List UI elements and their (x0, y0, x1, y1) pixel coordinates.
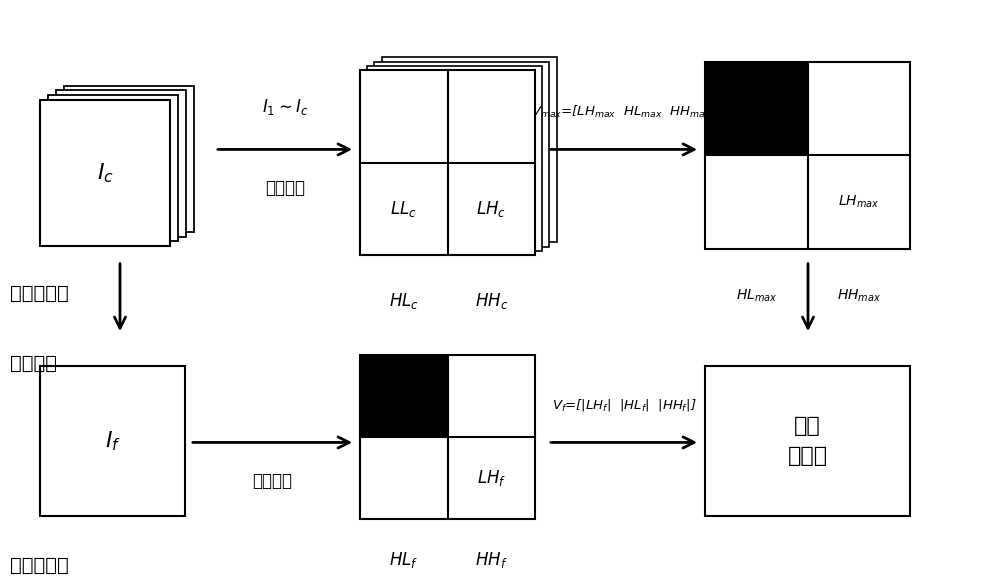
Text: $HH_{max}$: $HH_{max}$ (837, 288, 881, 304)
Bar (374, 62, 549, 247)
Text: $I_1 \sim I_c$: $I_1 \sim I_c$ (262, 97, 308, 117)
Text: 图像融合: 图像融合 (10, 354, 57, 373)
Bar (40, 366, 185, 516)
Text: 小波变换: 小波变换 (265, 179, 305, 197)
Text: $HL_{max}$: $HL_{max}$ (736, 288, 777, 304)
Text: $V_{max}$=[$LH_{max}$  $HL_{max}$  $HH_{max}$]: $V_{max}$=[$LH_{max}$ $HL_{max}$ $HH_{ma… (531, 104, 717, 120)
Bar (360, 70, 535, 255)
Bar (367, 66, 542, 251)
Bar (705, 62, 808, 155)
Text: $I_c$: $I_c$ (97, 161, 113, 185)
Text: $HL_f$: $HL_f$ (389, 550, 418, 570)
Bar (382, 57, 557, 242)
Bar (360, 355, 448, 437)
Text: 融合后图像: 融合后图像 (10, 556, 69, 575)
Bar (64, 86, 194, 232)
Bar (48, 95, 178, 241)
Text: $LH_f$: $LH_f$ (477, 468, 506, 488)
Text: $I_f$: $I_f$ (105, 429, 120, 453)
Text: $HH_f$: $HH_f$ (475, 550, 508, 570)
Text: $LH_{max}$: $LH_{max}$ (838, 194, 879, 210)
Text: $HH_c$: $HH_c$ (475, 291, 508, 311)
Bar (705, 62, 910, 249)
Text: 小波变换: 小波变换 (252, 472, 292, 490)
Bar (40, 100, 170, 246)
Bar (56, 90, 186, 237)
Bar (705, 366, 910, 516)
Text: $LL_c$: $LL_c$ (390, 199, 417, 219)
Text: $LH_c$: $LH_c$ (476, 199, 506, 219)
Text: $V_f$=[|$LH_f$|  |$HL_f$|  |$HH_f$|]: $V_f$=[|$LH_f$| |$HL_f$| |$HH_f$|] (552, 397, 696, 413)
Text: 纹理
相似度: 纹理 相似度 (787, 416, 828, 466)
Text: 融合前图像: 融合前图像 (10, 284, 69, 302)
Text: $HL_c$: $HL_c$ (389, 291, 419, 311)
Bar (360, 355, 535, 519)
